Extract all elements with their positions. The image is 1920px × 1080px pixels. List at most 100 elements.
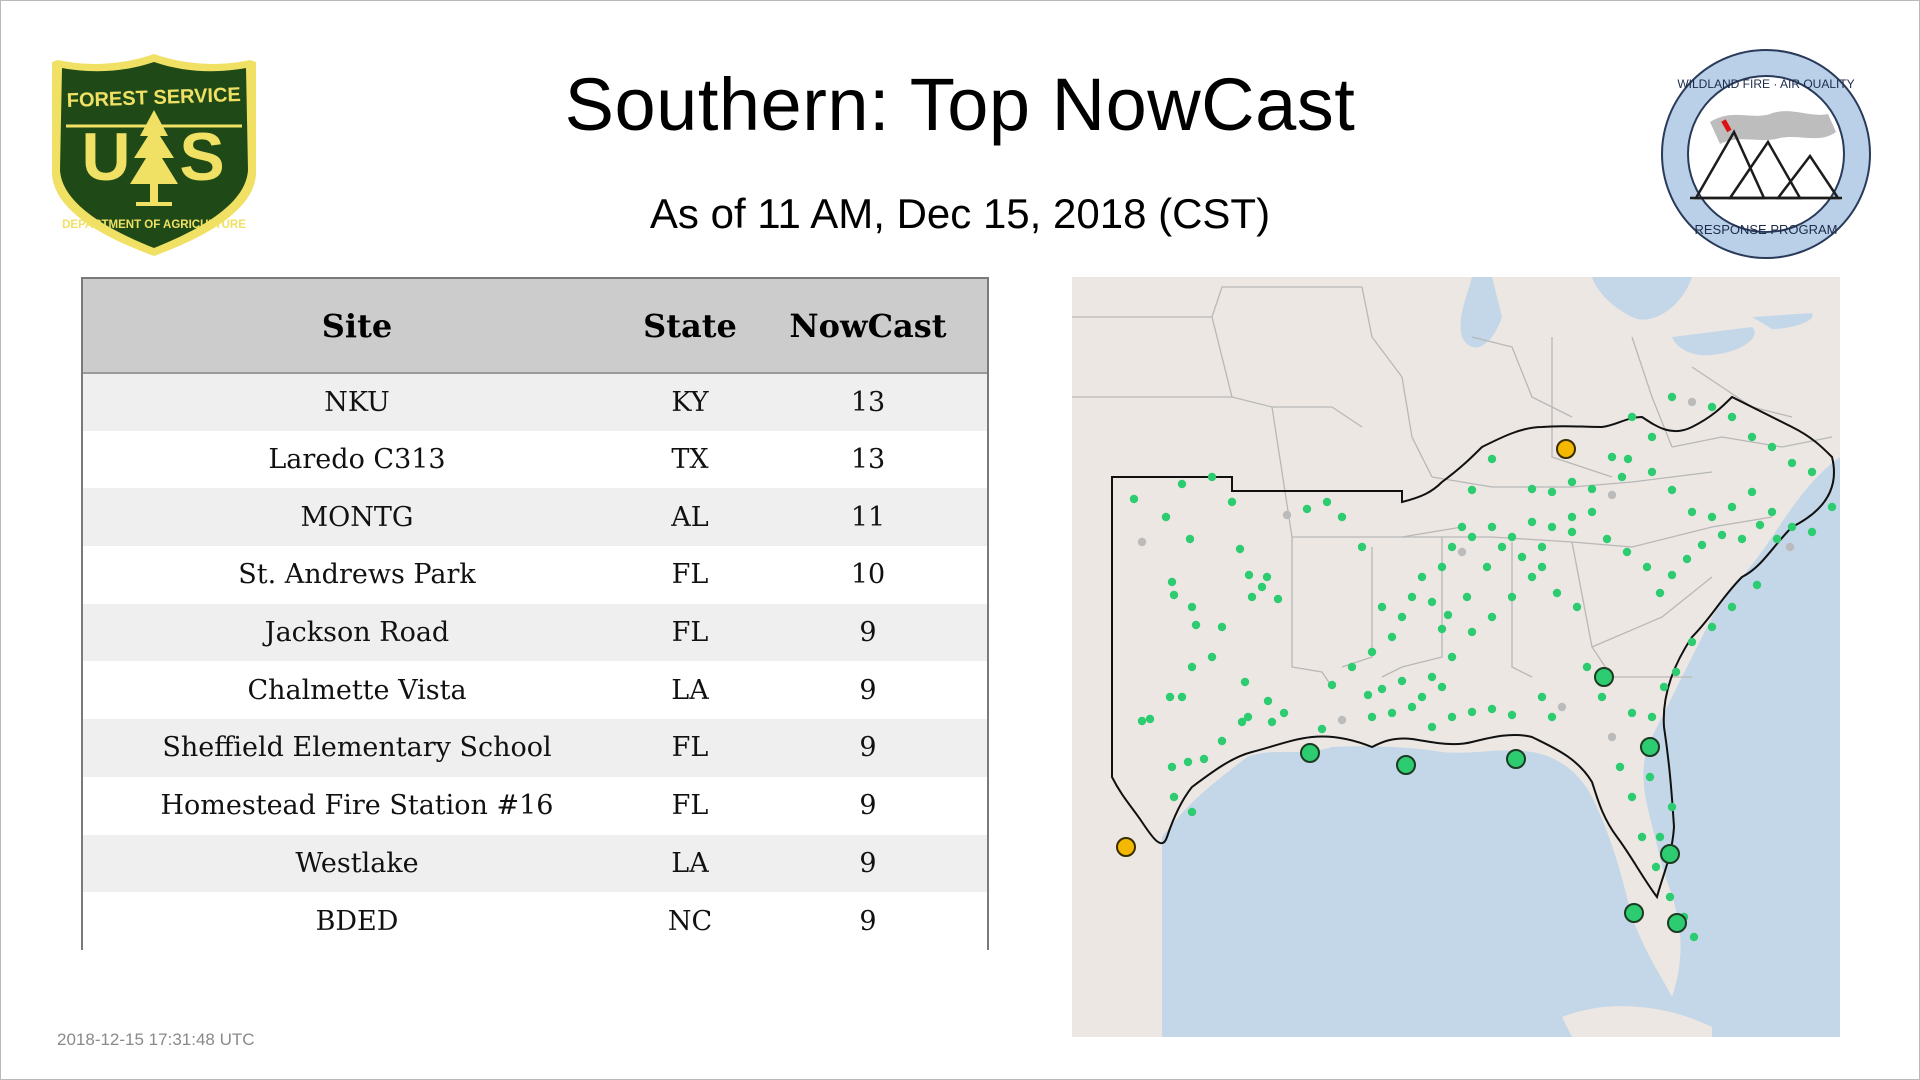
- monitor-point-small: [1437, 562, 1447, 572]
- monitor-point-small: [1167, 577, 1177, 587]
- monitor-point-small: [1235, 544, 1245, 554]
- table-row: St. Andrews Park FL 10: [83, 546, 987, 604]
- site-cell: Jackson Road: [264, 617, 450, 649]
- monitor-point-small: [1199, 754, 1209, 764]
- monitor-point-small: [1552, 588, 1562, 598]
- badge-top-text: WILDLAND FIRE · AIR QUALITY: [1677, 77, 1854, 91]
- monitor-point-small: [1572, 602, 1582, 612]
- monitor-point-small: [1597, 692, 1607, 702]
- site-cell: Westlake: [295, 847, 419, 879]
- monitor-point-small: [1785, 542, 1795, 552]
- nowcast-cell: 9: [859, 790, 877, 822]
- monitor-point-small: [1627, 792, 1637, 802]
- monitor-point-small: [1462, 592, 1472, 602]
- state-cell: FL: [671, 559, 709, 591]
- monitor-point-small: [1537, 692, 1547, 702]
- monitor-point-small: [1647, 712, 1657, 722]
- monitor-point-small: [1207, 652, 1217, 662]
- table-row: BDED NC 9: [83, 892, 987, 950]
- monitor-point-small: [1587, 507, 1597, 517]
- monitor-point-small: [1655, 588, 1665, 598]
- monitor-point-small: [1187, 602, 1197, 612]
- monitor-point-small: [1727, 412, 1737, 422]
- monitor-point-small: [1487, 612, 1497, 622]
- monitor-point-small: [1487, 522, 1497, 532]
- monitor-point-small: [1659, 682, 1669, 692]
- monitor-point-small: [1337, 512, 1347, 522]
- monitor-point-small: [1647, 467, 1657, 477]
- monitor-point-small: [1707, 402, 1717, 412]
- nowcast-cell: 13: [850, 444, 886, 476]
- monitor-point-small: [1527, 572, 1537, 582]
- monitor-point-small: [1707, 512, 1717, 522]
- table-row: Jackson Road FL 9: [83, 603, 987, 662]
- monitor-point-small: [1244, 570, 1254, 580]
- monitor-point-small: [1363, 690, 1373, 700]
- monitor-point-small: [1497, 542, 1507, 552]
- monitor-point-small: [1747, 487, 1757, 497]
- monitor-point-small: [1567, 512, 1577, 522]
- monitor-point-small: [1243, 712, 1253, 722]
- monitor-point-small: [1567, 477, 1577, 487]
- state-cell: TX: [671, 444, 709, 476]
- table-row: MONTG AL 11: [83, 488, 987, 547]
- monitor-point-small: [1547, 522, 1557, 532]
- shield-letter-s: S: [179, 119, 224, 195]
- site-cell: St. Andrews Park: [238, 559, 476, 591]
- monitor-point-small: [1137, 716, 1147, 726]
- monitor-point-small: [1697, 540, 1707, 550]
- monitor-point-small: [1457, 522, 1467, 532]
- monitor-point-small: [1240, 677, 1250, 687]
- state-cell: KY: [671, 386, 709, 418]
- monitor-point-small: [1767, 442, 1777, 452]
- monitor-point-small: [1227, 497, 1237, 507]
- monitor-point-small: [1387, 632, 1397, 642]
- monitor-point-small: [1687, 507, 1697, 517]
- monitor-point-large: [1660, 844, 1680, 864]
- monitor-point-small: [1727, 502, 1737, 512]
- monitor-point-small: [1367, 647, 1377, 657]
- monitor-point-small: [1507, 532, 1517, 542]
- monitor-point-small: [1645, 772, 1655, 782]
- monitor-point-small: [1667, 485, 1677, 495]
- site-cell: Homestead Fire Station #16: [160, 790, 554, 822]
- state-cell: FL: [671, 732, 709, 764]
- monitor-point-large: [1300, 743, 1320, 763]
- table-row: NKU KY 13: [83, 373, 987, 431]
- monitor-point-small: [1807, 467, 1817, 477]
- monitor-point-small: [1607, 732, 1617, 742]
- nowcast-cell: 9: [859, 905, 877, 937]
- monitor-point-small: [1322, 497, 1332, 507]
- monitor-point-moderate: [1556, 439, 1576, 459]
- monitor-point-small: [1667, 570, 1677, 580]
- monitor-point-small: [1169, 590, 1179, 600]
- header-nowcast: NowCast: [749, 279, 987, 374]
- state-cell: AL: [671, 501, 709, 533]
- table-row: Homestead Fire Station #16 FL 9: [83, 776, 987, 835]
- monitor-point-small: [1187, 662, 1197, 672]
- table-row: Chalmette Vista LA 9: [83, 661, 987, 720]
- monitor-point-small: [1587, 484, 1597, 494]
- monitor-point-small: [1397, 612, 1407, 622]
- monitor-point-small: [1417, 692, 1427, 702]
- monitor-point-small: [1177, 479, 1187, 489]
- nowcast-table: Site State NowCast NKU KY 13 Laredo C313 TX…: [81, 277, 989, 950]
- page-title: Southern: Top NowCast: [564, 63, 1356, 146]
- southern-region-map: [1072, 277, 1840, 1037]
- monitor-point-small: [1582, 662, 1592, 672]
- state-cell: FL: [671, 617, 709, 649]
- site-cell: Chalmette Vista: [247, 674, 467, 706]
- monitor-point-small: [1357, 542, 1367, 552]
- monitor-point-small: [1145, 714, 1155, 724]
- monitor-point-small: [1443, 610, 1453, 620]
- nowcast-cell: 9: [859, 617, 877, 649]
- monitor-point-small: [1167, 762, 1177, 772]
- monitor-point-small: [1317, 724, 1327, 734]
- monitor-point-small: [1217, 736, 1227, 746]
- monitor-point-small: [1682, 554, 1692, 564]
- state-cell: FL: [671, 790, 709, 822]
- monitor-point-small: [1447, 712, 1457, 722]
- monitor-point-large: [1594, 667, 1614, 687]
- generated-timestamp: 2018-12-15 17:31:48 UTC: [57, 1030, 255, 1049]
- monitor-point-small: [1217, 622, 1227, 632]
